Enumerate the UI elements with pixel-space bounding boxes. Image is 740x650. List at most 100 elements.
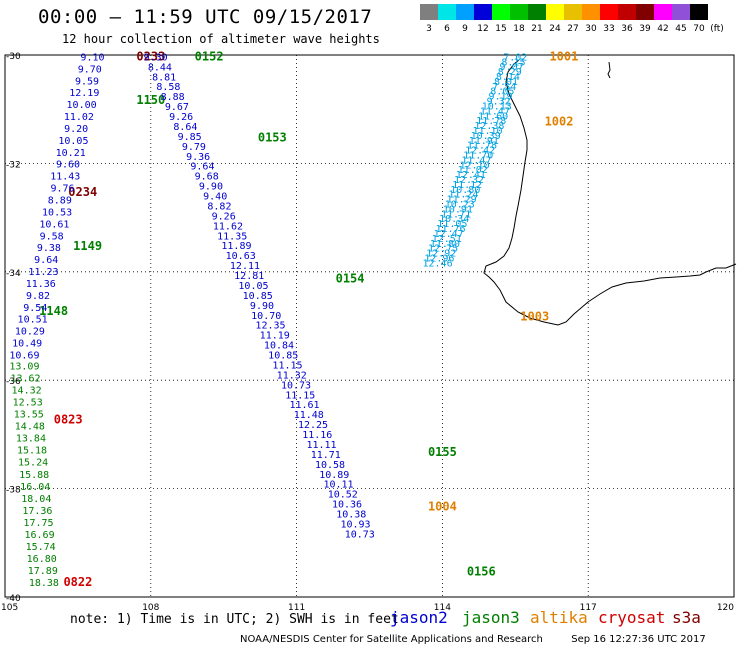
swh-value: 11.15 xyxy=(285,390,315,401)
swh-value: 16.69 xyxy=(25,530,55,541)
swh-value: 9.07 xyxy=(500,62,524,73)
swh-value: 12.81 xyxy=(234,271,264,282)
swh-value: 11.89 xyxy=(221,241,251,252)
swh-value: 10.51 xyxy=(18,315,48,326)
swh-value: 9.76 xyxy=(50,184,74,195)
swh-value: 15.18 xyxy=(17,446,47,457)
scale-unit: (ft) xyxy=(710,24,724,34)
satellite-jason2: jason2 xyxy=(390,608,448,627)
map-title: 00:00 – 11:59 UTC 09/15/2017 xyxy=(38,6,373,28)
swh-value: 10.53 xyxy=(42,207,72,218)
swh-value: 10.70 xyxy=(251,311,281,322)
pass-time-labels: 0233 0152 1150 0153 0234 1149 0154 1148 0823 0155… xyxy=(39,49,578,589)
swh-value: 9.60 xyxy=(56,160,80,171)
swh-value: 9.82 xyxy=(26,291,50,302)
swh-value: 9.90 xyxy=(250,301,274,312)
swh-value: 11.11 xyxy=(306,440,336,451)
scale-label: 30 xyxy=(585,24,597,34)
swh-value: 11.71 xyxy=(441,209,471,220)
swh-value: 10.63 xyxy=(226,251,256,262)
swh-value: 18.04 xyxy=(21,494,51,505)
swh-value: 13.84 xyxy=(16,434,46,445)
swh-value: 10.36 xyxy=(332,500,362,511)
swh-value: 9.85 xyxy=(178,132,202,143)
swh-value: 10.85 xyxy=(243,291,273,302)
swh-value: 11.02 xyxy=(458,165,488,176)
swh-value: 12.51 xyxy=(432,234,462,245)
swh-value: 10.80 xyxy=(450,185,480,196)
pass-time: 1149 xyxy=(73,239,102,253)
swh-value: 10.85 xyxy=(268,351,298,362)
scale-label: 3 xyxy=(426,24,432,34)
lon-tick-label: 117 xyxy=(580,603,597,613)
scale-label: 39 xyxy=(639,24,651,34)
swh-value: 12.42 xyxy=(465,146,495,157)
swh-value: 9.26 xyxy=(212,211,236,222)
swh-value: 10.05 xyxy=(238,281,268,292)
swh-value: 11.35 xyxy=(217,231,247,242)
map-grid: 105 108 111 114 117 120 -30 -32 -34 -36 -38 -40 xyxy=(1,52,735,613)
track-jason3: 9.308.448.818.588.889.679.268.649.859.79… xyxy=(144,52,375,540)
swh-value: 9.59 xyxy=(75,76,99,87)
swh-value: 9.10 xyxy=(80,52,104,63)
swh-value: 11.71 xyxy=(311,450,341,461)
swh-value: 12.10 xyxy=(460,160,490,171)
scale-swatch xyxy=(438,4,456,20)
swh-value: 12.96 xyxy=(424,253,454,264)
swh-value: 8.89 xyxy=(48,196,72,207)
swh-value: 9.70 xyxy=(78,64,102,75)
swh-value: 11.91 xyxy=(469,136,499,147)
swh-value: 11.02 xyxy=(64,112,94,123)
swh-value: 11.43 xyxy=(50,172,80,183)
swh-value: 11.61 xyxy=(289,400,319,411)
swh-value: 9.20 xyxy=(64,124,88,135)
swh-value: 10.89 xyxy=(319,470,349,481)
swh-value: 14.48 xyxy=(15,422,45,433)
lat-tick-label: -32 xyxy=(6,160,21,170)
lat-tick-label: -40 xyxy=(6,594,21,604)
swh-value: 8.15 xyxy=(501,57,525,68)
footer-credit: NOAA/NESDIS Center for Satellite Applica… xyxy=(240,634,706,645)
island-path xyxy=(607,61,611,79)
swh-value: 10.52 xyxy=(328,490,358,501)
swh-value: 10.73 xyxy=(345,529,375,540)
swh-value: 14.32 xyxy=(12,385,42,396)
swh-value: 16.04 xyxy=(20,482,50,493)
pass-time: 1004 xyxy=(428,499,457,513)
scale-label: 42 xyxy=(657,24,669,34)
units-note: note: 1) Time is in UTC; 2) SWH is in fe… xyxy=(70,612,399,627)
lon-tick-label: 108 xyxy=(142,603,159,613)
lon-tick-label: 111 xyxy=(288,603,305,613)
lon-tick-label: 105 xyxy=(1,603,18,613)
swh-value: 18.38 xyxy=(29,578,59,589)
swh-value: 11.80 xyxy=(430,239,460,250)
swh-value: 17.75 xyxy=(23,518,53,529)
swh-value: 9.67 xyxy=(165,102,189,113)
swh-value: 10.93 xyxy=(340,519,370,530)
swh-value: 15.24 xyxy=(18,458,48,469)
swh-value: 9.19 xyxy=(488,92,512,103)
swh-value: 10.11 xyxy=(323,480,353,491)
lat-tick-label: -34 xyxy=(6,269,21,279)
satellite-jason3: jason3 xyxy=(462,608,520,627)
swh-value: 17.36 xyxy=(22,506,52,517)
swh-value: 9.40 xyxy=(203,192,227,203)
swh-value: 9.38 xyxy=(37,243,61,254)
scale-label: 70 xyxy=(693,24,705,34)
swh-value: 11.62 xyxy=(213,221,243,232)
scale-label: 6 xyxy=(444,24,450,34)
pass-time: 1003 xyxy=(520,310,549,324)
swh-value: 9.32 xyxy=(487,97,511,108)
track-jason2: 9.109.709.5912.1910.0011.029.2010.0510.2… xyxy=(9,52,104,361)
swh-value: 10.69 xyxy=(9,351,39,362)
swh-value: 9.26 xyxy=(169,112,193,123)
swh-value: 10.38 xyxy=(336,510,366,521)
swh-value: 9.36 xyxy=(186,152,210,163)
swh-value: 9.30 xyxy=(144,52,168,63)
swh-value: 12.19 xyxy=(69,88,99,99)
pass-time: 0156 xyxy=(467,564,496,578)
scale-swatch xyxy=(618,4,636,20)
swh-value: 10.91 xyxy=(443,204,473,215)
swh-value: 8.82 xyxy=(207,201,231,212)
pass-time: 0822 xyxy=(63,575,92,589)
